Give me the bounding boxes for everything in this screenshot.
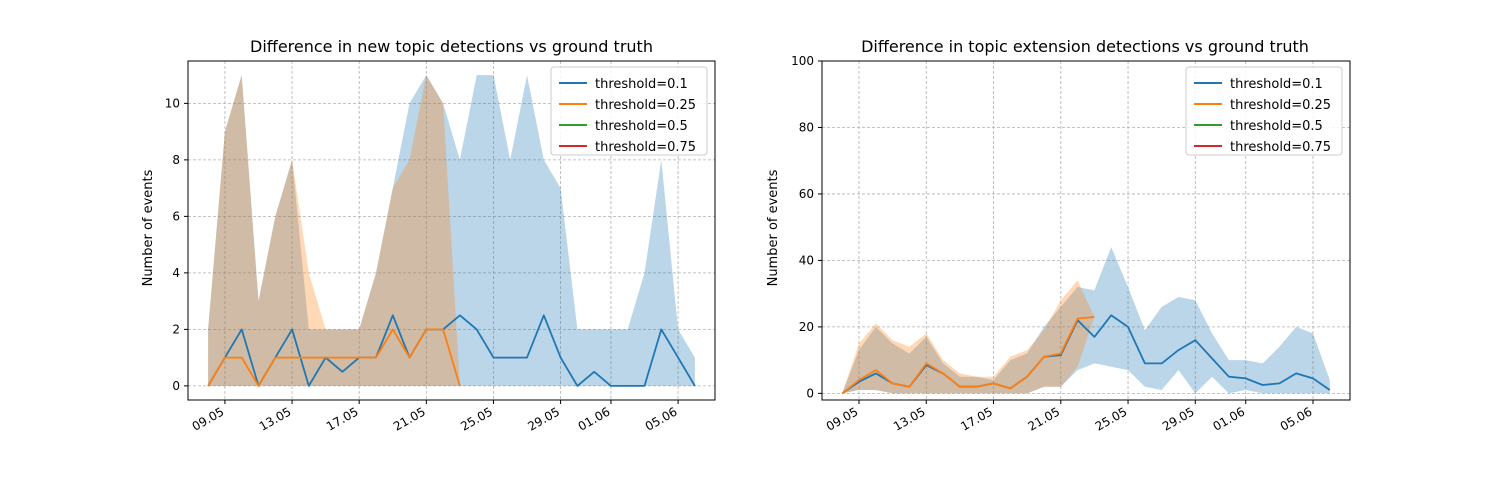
- confidence-band: [842, 247, 1330, 394]
- legend-label: threshold=0.25: [595, 98, 696, 113]
- chart-panel-topic-extension: Difference in topic extension detections…: [766, 37, 1351, 434]
- legend-label: threshold=0.75: [1230, 140, 1331, 155]
- y-axis-label: Number of events: [141, 169, 156, 286]
- confidence-band: [208, 75, 460, 386]
- axes-frame: [187, 60, 716, 401]
- y-tick-label: 0: [172, 379, 180, 393]
- y-tick-label: 0: [806, 386, 814, 400]
- y-tick-label: 20: [799, 320, 814, 334]
- legend: threshold=0.1 threshold=0.25 threshold=0.5…: [550, 66, 708, 156]
- confidence-band: [208, 75, 695, 386]
- series-line: [841, 316, 1095, 395]
- chart-panel-new-topic: Difference in new topic detections vs gr…: [141, 37, 716, 434]
- y-tick-label: 100: [791, 54, 814, 68]
- legend-label: threshold=0.5: [595, 119, 688, 134]
- y-tick-label: 40: [799, 253, 814, 267]
- legend-box: [550, 66, 708, 156]
- legend-label: threshold=0.75: [595, 140, 696, 155]
- chart-title: Difference in new topic detections vs gr…: [250, 37, 653, 56]
- y-tick-label: 6: [172, 209, 180, 223]
- y-tick-label: 80: [799, 120, 814, 134]
- y-tick-label: 4: [172, 266, 180, 280]
- series-line: [207, 314, 696, 387]
- series-line: [207, 328, 461, 387]
- legend-label: threshold=0.5: [1230, 119, 1323, 134]
- legend-label: threshold=0.1: [1230, 77, 1323, 92]
- legend-label: threshold=0.1: [595, 77, 688, 92]
- y-tick-label: 60: [799, 187, 814, 201]
- confidence-band: [842, 280, 1095, 394]
- legend-box: [1185, 66, 1343, 156]
- chart-title: Difference in topic extension detections…: [861, 37, 1309, 56]
- legend: threshold=0.1 threshold=0.25 threshold=0.5…: [1185, 66, 1343, 156]
- y-tick-label: 8: [172, 153, 180, 167]
- legend-label: threshold=0.25: [1230, 98, 1331, 113]
- y-tick-label: 2: [172, 322, 180, 336]
- y-axis-label: Number of events: [766, 169, 781, 286]
- y-tick-label: 10: [165, 96, 180, 110]
- axes-frame: [821, 60, 1351, 401]
